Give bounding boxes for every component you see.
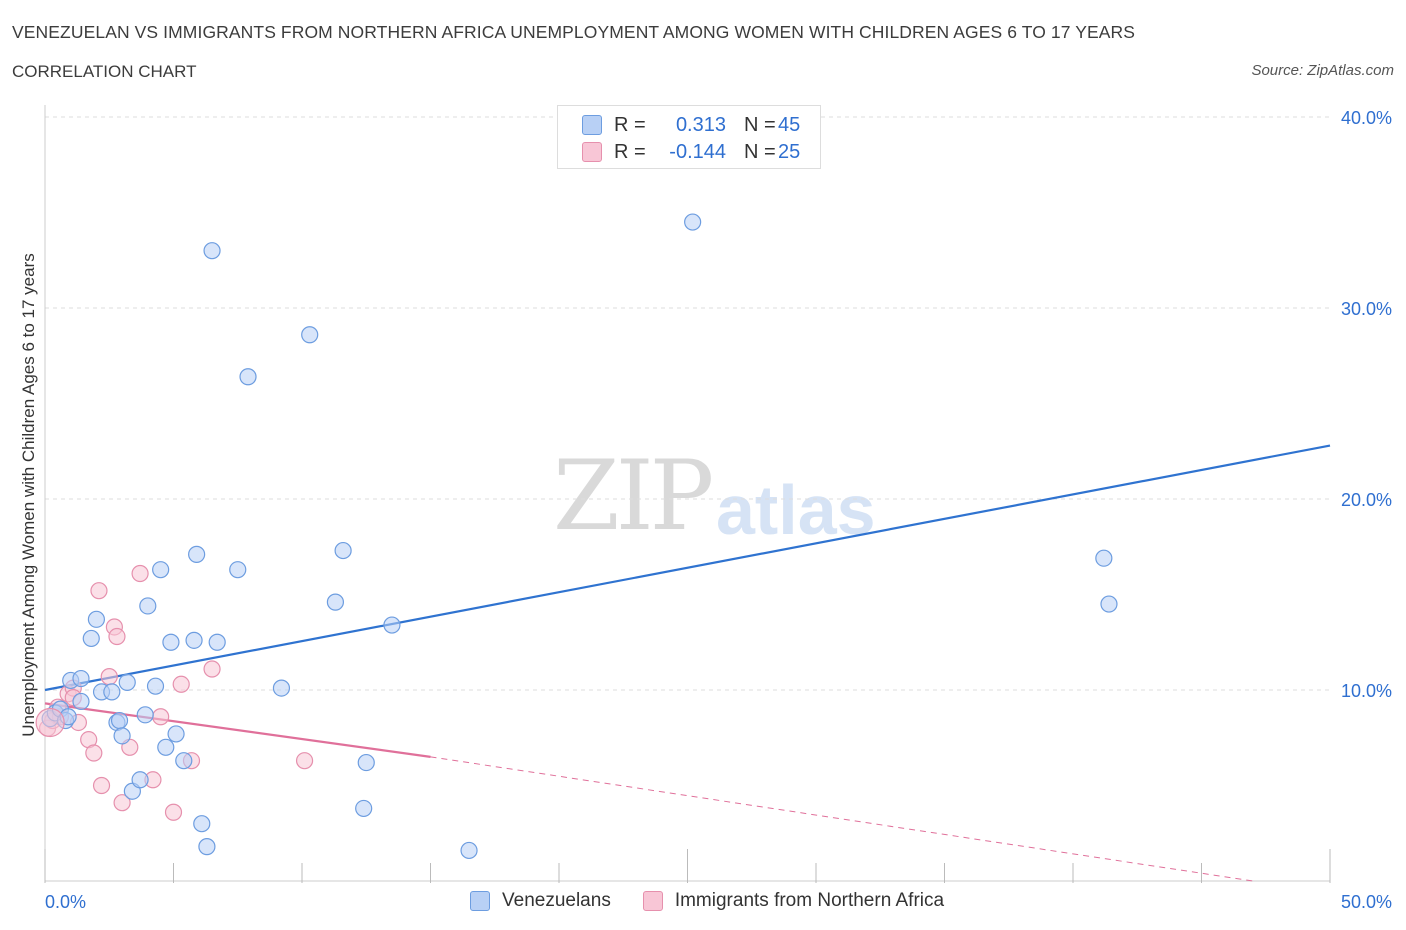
legend-r-label: R = (614, 113, 646, 136)
series-label-venezuelans: Venezuelans (502, 890, 611, 911)
venezuelan-point (460, 841, 478, 860)
venezuelan-point (326, 593, 345, 611)
source-label: Source: ZipAtlas.com (1251, 62, 1394, 79)
northern-africa-point (164, 803, 183, 821)
venezuelan-point (110, 711, 129, 730)
northern-africa-trend-line (44, 702, 431, 758)
venezuelan-point (334, 541, 352, 560)
legend-row-venezuelans: R = 0.313 N = 45 (582, 113, 800, 137)
trend-layer (44, 444, 1331, 882)
venezuelan-point (1095, 549, 1113, 567)
y-tick-label: 30.0% (1341, 299, 1392, 319)
venezuelan-point (229, 561, 247, 579)
venezuelan-point (193, 815, 211, 833)
legend-n-label: N = (744, 140, 776, 163)
x-tick-label: 0.0% (45, 892, 86, 912)
venezuelan-trend-line (44, 444, 1331, 692)
legend-r-label: R = (614, 140, 646, 163)
series-label-northern-africa: Immigrants from Northern Africa (674, 890, 945, 911)
watermark-zip: ZIP (553, 440, 714, 552)
northern-africa-point (35, 707, 65, 738)
northern-africa-trend-extension (430, 756, 1253, 882)
northern-africa-point (100, 668, 118, 686)
y-axis-label: Unemployment Among Women with Children A… (19, 253, 38, 737)
northern-africa-point (108, 627, 126, 646)
legend-n-value: 45 (778, 113, 801, 136)
venezuelan-point (103, 683, 121, 701)
venezuelan-point (175, 752, 193, 770)
y-tick-label: 20.0% (1341, 490, 1392, 510)
venezuelan-point (301, 326, 319, 344)
legend-n-label: N = (744, 113, 776, 136)
venezuelan-point (188, 545, 206, 563)
series-swatch-pink (642, 891, 663, 911)
venezuelan-point (355, 799, 373, 818)
northern-africa-point (85, 744, 103, 762)
northern-africa-point (90, 582, 108, 600)
axis-layer (44, 105, 1331, 883)
y-tick-label: 10.0% (1341, 681, 1392, 701)
northern-africa-point (152, 708, 170, 726)
legend-r-value: -0.144 (669, 140, 726, 163)
venezuelan-point (87, 610, 106, 628)
legend-n-value: 25 (778, 140, 801, 163)
points-layer (35, 213, 1118, 860)
venezuelan-point (239, 368, 257, 386)
northern-africa-point (113, 794, 131, 812)
series-swatch-blue (470, 891, 490, 911)
legend-row-northern-africa: R = -0.144 N = 25 (582, 140, 800, 164)
x-tick-label: 50.0% (1341, 892, 1392, 912)
northern-africa-point (172, 675, 190, 693)
tick-label-layer: 10.0% 20.0% 30.0% 40.0% 0.0% 50.0% (45, 108, 1392, 912)
venezuelan-point (152, 561, 170, 579)
northern-africa-point (295, 752, 314, 770)
venezuelan-point (72, 669, 90, 688)
venezuelan-point (185, 631, 203, 649)
venezuelan-point (139, 597, 157, 615)
legend-swatch-blue (582, 115, 602, 135)
venezuelan-point (82, 629, 100, 648)
venezuelan-point (131, 771, 149, 789)
venezuelan-point (203, 242, 221, 260)
venezuelan-point (136, 706, 154, 724)
venezuelan-point (113, 727, 131, 745)
series-legend-venezuelans: Venezuelans (470, 890, 611, 912)
venezuelan-point (118, 673, 136, 691)
series-legend: Venezuelans Immigrants from Northern Afr… (470, 890, 976, 912)
venezuelan-point (272, 679, 291, 697)
northern-africa-point (131, 564, 149, 583)
grid-layer (45, 116, 1330, 691)
venezuelan-point (146, 677, 165, 695)
series-legend-northern-africa: Immigrants from Northern Africa (642, 890, 945, 912)
chart-title: VENEZUELAN VS IMMIGRANTS FROM NORTHERN A… (12, 22, 1136, 42)
venezuelan-point (383, 616, 401, 634)
venezuelan-point (162, 633, 180, 651)
legend-r-value: 0.313 (675, 113, 726, 136)
chart-subtitle: CORRELATION CHART (12, 62, 197, 81)
venezuelan-point (167, 725, 185, 743)
northern-africa-point (203, 660, 221, 678)
venezuelan-point (72, 692, 90, 711)
venezuelan-point (684, 213, 702, 231)
northern-africa-point (92, 776, 111, 795)
venezuelan-point (357, 753, 375, 772)
venezuelan-point (157, 738, 175, 756)
venezuelan-point (198, 838, 216, 856)
correlation-legend: R = 0.313 N = 45 R = -0.144 N = 25 (557, 105, 821, 169)
venezuelan-point (1100, 595, 1118, 613)
legend-swatch-pink (582, 142, 602, 162)
venezuelan-point (208, 633, 226, 651)
y-tick-label: 40.0% (1341, 108, 1392, 128)
